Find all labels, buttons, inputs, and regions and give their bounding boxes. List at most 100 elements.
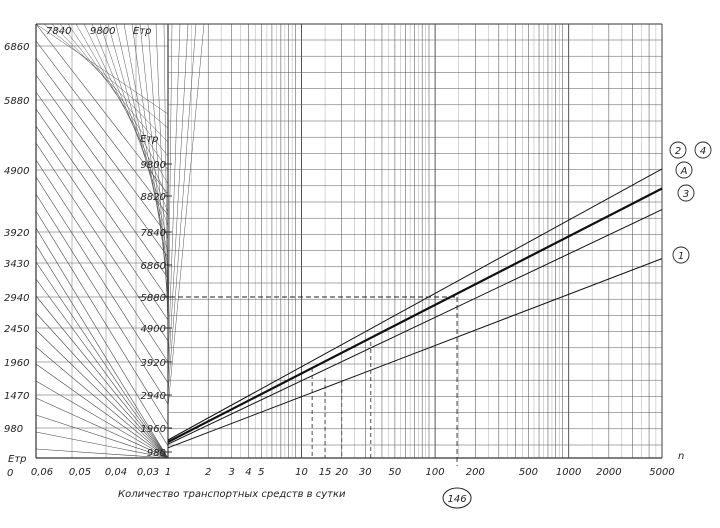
top-axis-tick-7840: 7840 [46,26,71,37]
panel-hatch [35,312,169,459]
panel-fan [139,23,169,297]
left-panel-tick: 0,03 [137,467,159,478]
left-axis-tick: 1470 [4,391,29,402]
series-lines [167,168,663,449]
series-label: 1 [678,251,684,262]
top-axis-label: Eтр [133,26,152,37]
panel-hatch [35,295,169,459]
left-panel-tick: 0,05 [69,467,91,478]
panel-hatch [35,380,169,459]
series-label: 2 [675,146,681,157]
main-grid [35,23,663,459]
x-tick-label: 5 [258,467,264,478]
left-axis-tick: 1960 [4,358,29,369]
labels: 6860588049003920343029402450196014709809… [4,42,712,509]
left-panel-tick: 0,06 [31,467,53,478]
mid-axis-tick-label: 4900 [141,324,166,335]
series-label: 4 [700,146,706,157]
series-line [167,187,663,443]
mid-axis-tick-label: 2940 [141,391,166,402]
mid-axis-tick-label: 3920 [141,358,166,369]
left-axis-tick: 6860 [4,42,29,53]
x-axis-letter: n [678,451,684,462]
panel-fan [91,23,169,213]
left-axis-tick: 5880 [4,96,29,107]
series-label-circle [669,141,687,159]
panel-hatch [35,244,169,459]
left-axis-tick: 3920 [4,228,29,239]
panel-fan [163,23,169,339]
left-panel-tick: 0,04 [105,467,127,478]
panel-fan [83,23,169,199]
x-tick-label: 2000 [596,467,621,478]
guide-lines [138,296,458,466]
panel-hatch [35,431,169,459]
panel-hatch [35,91,169,279]
series-label-circle [677,184,695,202]
panel-hatch [35,346,169,459]
left-axis-tick: 980 [4,424,23,435]
x-tick-label: 100 [426,467,445,478]
left-panel-origin: 0 [7,468,13,479]
mid-axis-tick-label: 7840 [141,228,166,239]
panel-fan [155,23,169,325]
series-label: 3 [683,189,689,200]
mid-axis-tick-label: 8820 [141,192,166,203]
panel-fan [147,23,169,311]
mid-axis-tick-label: 980 [147,448,166,459]
panel-hatch [35,448,169,459]
series-label-circle [694,141,712,159]
x-tick-label: 500 [519,467,538,478]
panel-hatch [35,74,169,258]
series-label: A [680,166,688,177]
x-tick-label: 2 [205,467,211,478]
panel-fan [115,23,169,255]
x-tick-label: 1000 [556,467,581,478]
x-axis-title: Количество транспортных средств в сутки [118,489,346,500]
panel-fan [167,23,197,395]
panel-hatch [35,23,169,195]
panel-hatch [35,57,169,237]
panel-hatch [35,261,169,459]
panel-fan [75,23,169,185]
panel-hatch [35,142,169,342]
panel-hatch [35,193,169,405]
left-axis-tick: 4900 [4,166,29,177]
mid-axis-tick-label: 1960 [141,424,166,435]
panel-hatch [35,210,169,426]
panel-fan [107,23,169,241]
panel-fan [99,23,169,227]
panel-hatch [35,363,169,459]
mid-axis-tick-label: 5880 [141,293,166,304]
mid-axis-tick-label: 6860 [141,261,166,272]
panel-hatch [35,227,169,447]
annotation-146: 146 [448,494,467,505]
left-axis-label: Eтр [8,454,27,465]
series-label-circle [675,161,693,179]
x-tick-label: 1 [165,467,171,478]
panel-hatch [35,125,169,321]
panel-hatch [35,159,169,363]
panel-fan [167,23,205,409]
series-label-circle [672,246,690,264]
mid-axis-label: Eтр [140,134,159,145]
x-tick-label: 3 [229,467,235,478]
x-tick-label: 20 [335,467,348,478]
left-axis-tick: 2450 [4,324,29,335]
x-tick-label: 4 [245,467,251,478]
annotation-circle [442,487,472,509]
x-tick-label: 30 [359,467,372,478]
series-line [167,168,663,441]
panel-hatch [35,176,169,384]
left-axis-tick: 2940 [4,293,29,304]
x-tick-label: 10 [295,467,308,478]
panel-hatch [35,40,169,216]
series-line [167,258,663,449]
panel-fan [123,23,169,269]
x-tick-label: 200 [466,467,485,478]
panel-hatch [35,329,169,459]
panel-hatch [35,108,169,300]
left-axis-tick: 3430 [4,259,29,270]
series-line [167,209,663,445]
